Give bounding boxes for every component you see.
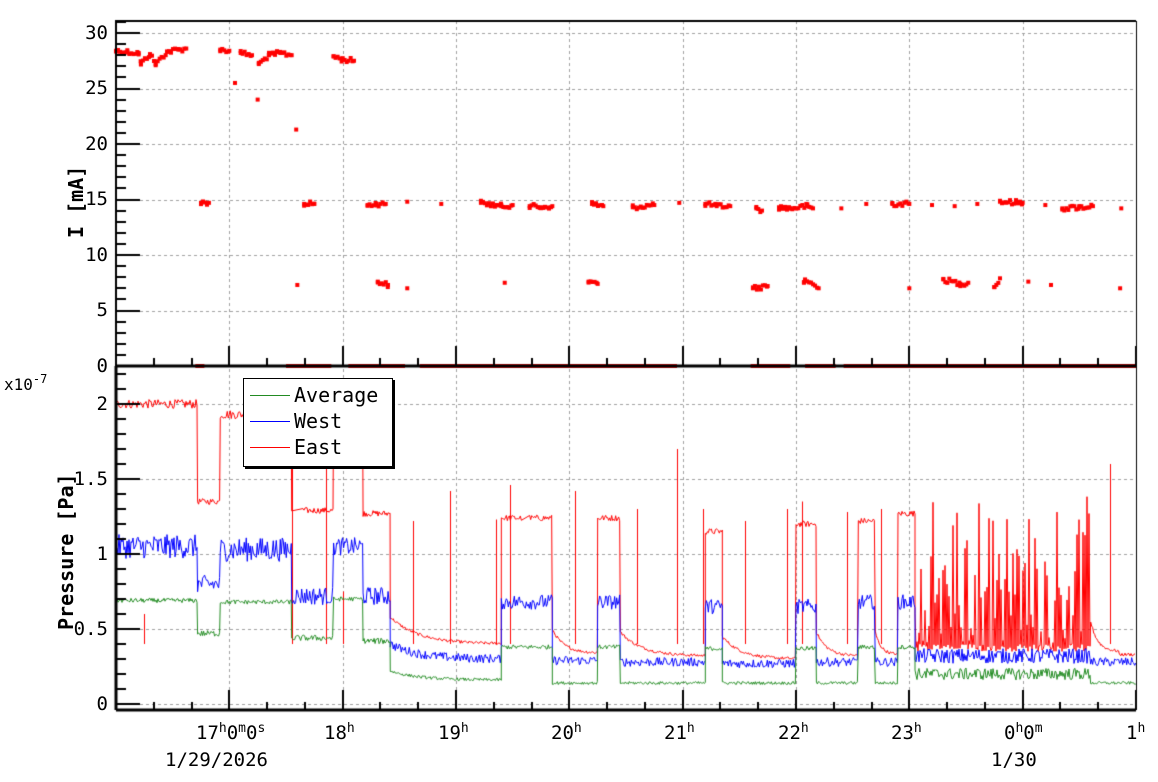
legend-item-west: West	[250, 409, 342, 433]
xtick-17h: 17h0m0s	[196, 721, 266, 744]
bottom-ytick-1.5: 1.5	[73, 468, 108, 490]
bottom-y-axis-title: Pressure [Pa]	[54, 473, 78, 630]
legend-item-east: East	[250, 435, 342, 459]
bottom-ytick-2: 2	[96, 393, 108, 415]
date-label-next: 1/30	[991, 749, 1037, 771]
average-line-swatch	[250, 394, 290, 396]
legend: Average West East	[243, 378, 393, 467]
date-label-start: 1/29/2026	[165, 749, 268, 771]
west-line-swatch	[250, 420, 290, 422]
top-ytick-10: 10	[85, 244, 108, 266]
legend-label-average: Average	[294, 383, 379, 407]
exponent-base: x10	[4, 375, 33, 394]
pressure-exponent: x10-7	[4, 372, 47, 394]
xtick-22h: 22h	[778, 721, 809, 744]
bottom-ytick-1: 1	[96, 543, 108, 565]
top-ytick-15: 15	[85, 188, 108, 210]
legend-item-average: Average	[250, 383, 378, 407]
top-ytick-25: 25	[85, 77, 108, 99]
xtick-20h: 20h	[551, 721, 582, 744]
legend-label-east: East	[294, 435, 343, 459]
east-line-swatch	[250, 446, 290, 448]
top-ytick-5: 5	[96, 299, 108, 321]
top-y-axis-title: I [mA]	[64, 165, 88, 238]
bottom-ytick-0.5: 0.5	[73, 618, 108, 640]
xtick-18h: 18h	[324, 721, 355, 744]
bottom-ytick-0: 0	[96, 693, 108, 715]
xtick-19h: 19h	[438, 721, 469, 744]
top-ytick-0: 0	[96, 355, 108, 377]
xtick-21h: 21h	[664, 721, 695, 744]
xtick-0h: 0h0m	[1004, 721, 1043, 744]
xtick-1h: 1h	[1126, 721, 1146, 744]
top-ytick-20: 20	[85, 133, 108, 155]
exponent-power: -7	[32, 372, 48, 386]
top-ytick-30: 30	[85, 22, 108, 44]
legend-label-west: West	[294, 409, 343, 433]
xtick-23h: 23h	[891, 721, 922, 744]
